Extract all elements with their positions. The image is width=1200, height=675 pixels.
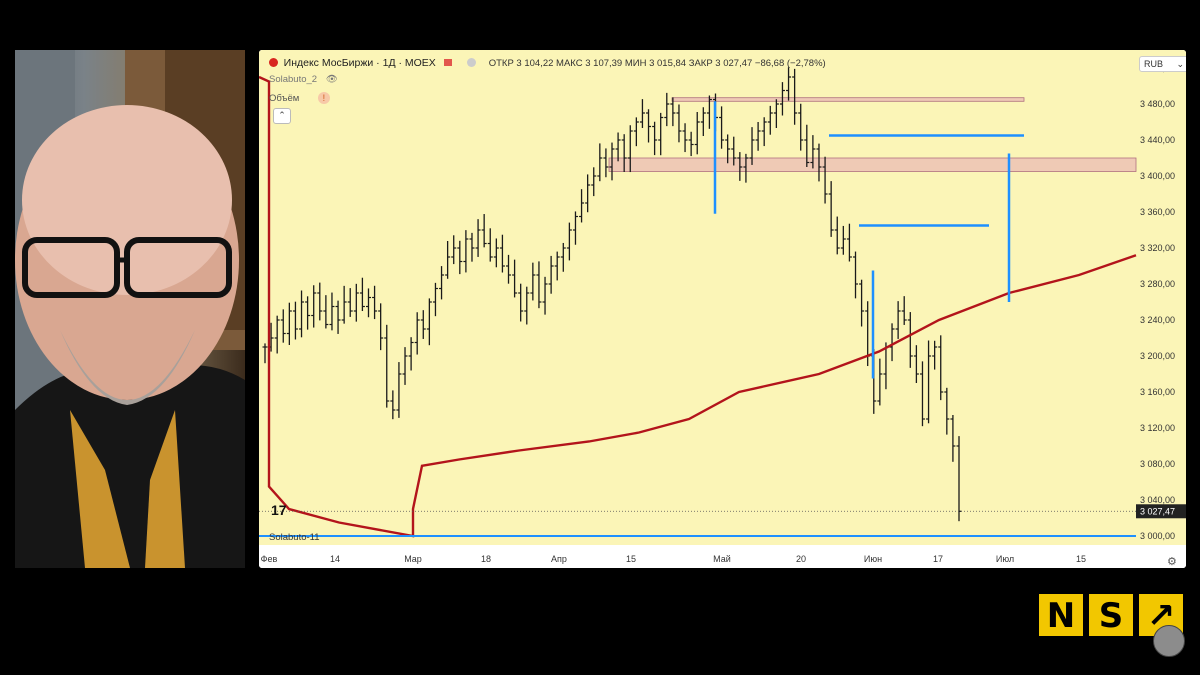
last-price-label: 3 027,47 bbox=[1140, 506, 1175, 516]
y-tick-label: 3 200,00 bbox=[1140, 351, 1175, 361]
y-tick-label: 3 040,00 bbox=[1140, 495, 1175, 505]
x-tick-label: Июн bbox=[864, 554, 882, 564]
symbol-title[interactable]: Индекс МосБиржи · 1Д · MOEX bbox=[283, 57, 436, 69]
collapse-indicators-button[interactable]: ⌃ bbox=[273, 108, 291, 124]
y-tick-label: 3 000,00 bbox=[1140, 531, 1175, 541]
price-axis-bg bbox=[1136, 50, 1186, 545]
x-tick-label: Мар bbox=[404, 554, 422, 564]
currency-label: RUB bbox=[1144, 59, 1164, 69]
y-tick-label: 3 360,00 bbox=[1140, 207, 1175, 217]
resistance-zone bbox=[671, 97, 1025, 102]
chart-panel: 3 520,003 480,003 440,003 400,003 360,00… bbox=[259, 50, 1186, 568]
indicator-solabuto-11[interactable]: Solabuto-11 bbox=[269, 532, 320, 543]
x-tick-label: 20 bbox=[796, 554, 806, 564]
logo-letter-n: N bbox=[1039, 594, 1083, 636]
y-tick-label: 3 240,00 bbox=[1140, 315, 1175, 325]
x-tick-label: 14 bbox=[330, 554, 340, 564]
chevron-down-icon: ⌄ bbox=[1176, 59, 1184, 69]
collapse-icon[interactable] bbox=[467, 58, 477, 67]
currency-selector[interactable]: RUB ⌄ bbox=[1139, 56, 1186, 72]
settings-gear-icon[interactable]: ⚙ bbox=[1167, 556, 1177, 568]
indicator-volume[interactable]: Объём ! bbox=[269, 92, 330, 104]
symbol-icon bbox=[269, 58, 278, 67]
x-tick-label: 18 bbox=[481, 554, 491, 564]
tradingview-logo-icon: 17 bbox=[271, 502, 287, 518]
x-tick-label: Июл bbox=[996, 554, 1014, 564]
y-tick-label: 3 080,00 bbox=[1140, 459, 1175, 469]
y-tick-label: 3 480,00 bbox=[1140, 99, 1175, 109]
ohlc-values: ОТКР 3 104,22 МАКС 3 107,39 МИН 3 015,84… bbox=[488, 58, 826, 69]
price-chart[interactable]: 3 520,003 480,003 440,003 400,003 360,00… bbox=[259, 50, 1186, 568]
logo-letter-s: S bbox=[1089, 594, 1133, 636]
channel-logo: N S ↗ bbox=[1039, 594, 1184, 636]
y-tick-label: 3 280,00 bbox=[1140, 279, 1175, 289]
presenter-portrait bbox=[15, 50, 245, 568]
x-tick-label: Май bbox=[713, 554, 731, 564]
flag-icon[interactable] bbox=[444, 59, 453, 66]
symbol-row: Индекс МосБиржи · 1Д · MOEX ОТКР 3 104,2… bbox=[269, 57, 826, 69]
y-tick-label: 3 400,00 bbox=[1140, 171, 1175, 181]
resistance-zone bbox=[608, 157, 1137, 172]
warning-icon[interactable]: ! bbox=[317, 92, 330, 104]
x-tick-label: 15 bbox=[1076, 554, 1086, 564]
x-tick-label: 15 bbox=[626, 554, 636, 564]
indicator-label: Объём bbox=[269, 93, 300, 104]
eye-icon[interactable]: 👁 bbox=[325, 74, 338, 85]
indicator-solabuto-2[interactable]: Solabuto_2 👁 bbox=[269, 74, 338, 85]
moving-average-line bbox=[259, 75, 1137, 538]
x-tick-label: Апр bbox=[551, 554, 567, 564]
avatar bbox=[1153, 625, 1185, 657]
y-tick-label: 3 320,00 bbox=[1140, 243, 1175, 253]
y-tick-label: 3 440,00 bbox=[1140, 135, 1175, 145]
indicator-label: Solabuto_2 bbox=[269, 74, 318, 85]
y-tick-label: 3 160,00 bbox=[1140, 387, 1175, 397]
y-tick-label: 3 120,00 bbox=[1140, 423, 1175, 433]
x-tick-label: Фев bbox=[261, 554, 278, 564]
x-tick-label: 17 bbox=[933, 554, 943, 564]
webcam-video bbox=[15, 50, 245, 568]
last-price-badge bbox=[1136, 504, 1186, 519]
